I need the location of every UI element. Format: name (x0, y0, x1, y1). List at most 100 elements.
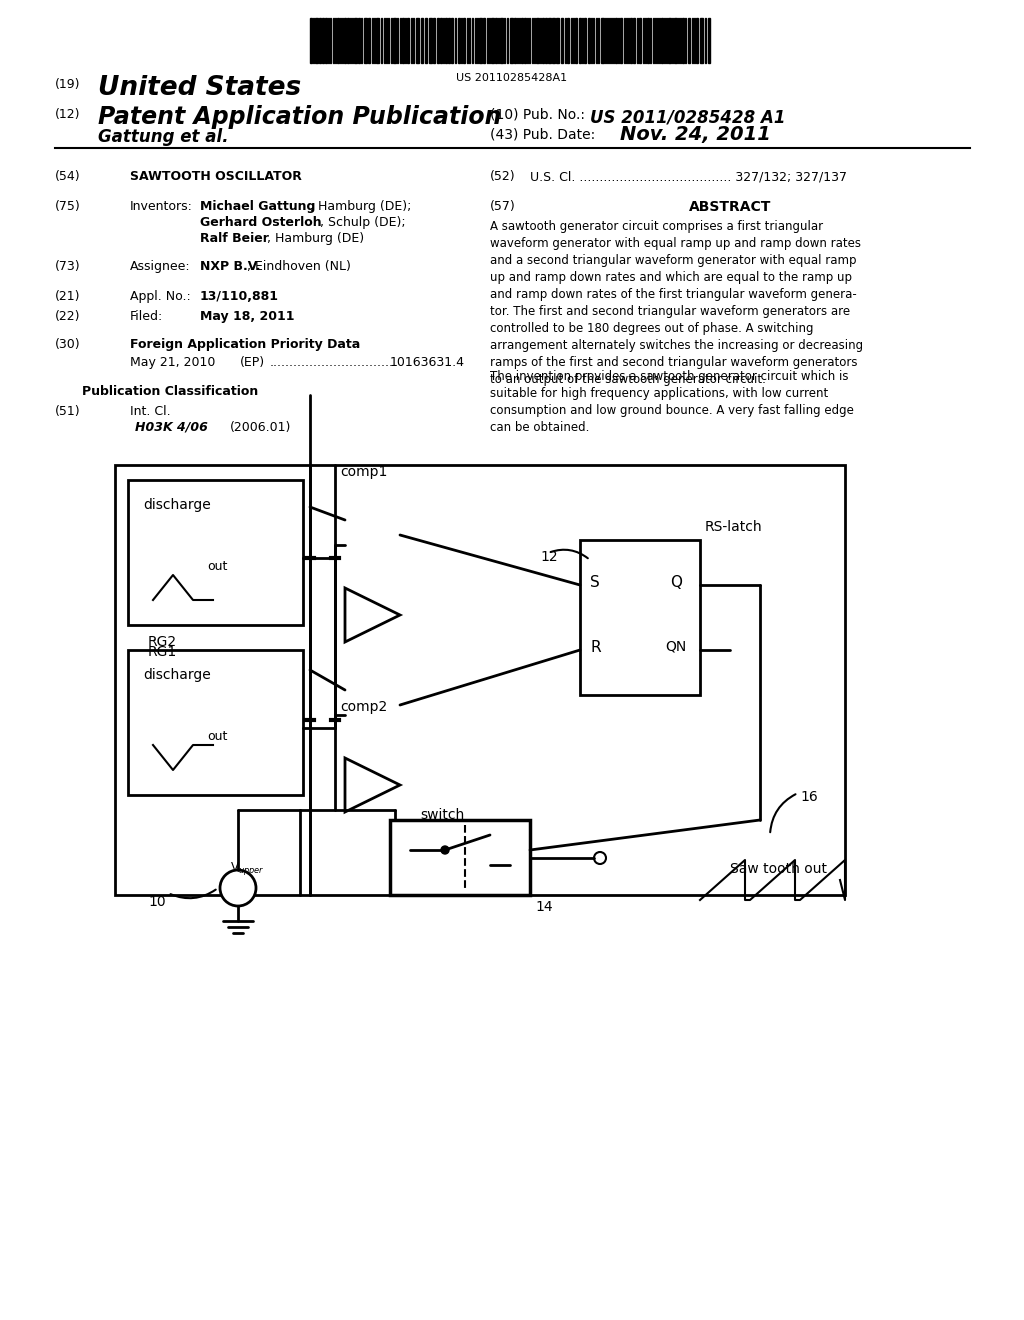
Bar (639, 18, 641, 63)
Bar (548, 18, 551, 63)
Bar (536, 18, 539, 63)
Bar (128, 649, 303, 795)
Text: (12): (12) (55, 108, 81, 121)
Text: 13/110,881: 13/110,881 (200, 290, 279, 304)
Circle shape (441, 846, 449, 854)
Bar (322, 18, 324, 63)
Polygon shape (345, 758, 400, 812)
Text: RG2: RG2 (148, 635, 177, 649)
Text: out: out (208, 730, 228, 743)
Text: Publication Classification: Publication Classification (82, 385, 258, 399)
Bar (368, 18, 370, 63)
Text: R: R (590, 640, 601, 655)
Text: RG1: RG1 (148, 645, 177, 659)
Text: NXP B.V.: NXP B.V. (200, 260, 260, 273)
Text: , Schulp (DE);: , Schulp (DE); (319, 216, 406, 228)
Text: SAWTOOTH OSCILLATOR: SAWTOOTH OSCILLATOR (130, 170, 302, 183)
Text: ................................: ................................ (270, 356, 398, 370)
Text: United States: United States (98, 75, 301, 102)
Bar (416, 18, 419, 63)
Bar (524, 18, 526, 63)
Text: (73): (73) (55, 260, 81, 273)
Bar (696, 18, 698, 63)
Text: (2006.01): (2006.01) (230, 421, 292, 434)
Text: (57): (57) (490, 201, 516, 213)
Bar (700, 18, 703, 63)
Bar (463, 18, 465, 63)
Text: comp1: comp1 (340, 465, 387, 479)
Bar (354, 18, 357, 63)
Text: , Hamburg (DE): , Hamburg (DE) (267, 232, 365, 246)
Bar (580, 540, 700, 696)
Text: (22): (22) (55, 310, 81, 323)
Text: 10: 10 (148, 895, 166, 909)
Bar (407, 18, 409, 63)
Bar (449, 18, 450, 63)
Text: Patent Application Publication: Patent Application Publication (98, 106, 502, 129)
Bar (347, 18, 349, 63)
Bar (674, 18, 677, 63)
Bar (458, 18, 460, 63)
Text: V$_{upper}$: V$_{upper}$ (230, 861, 264, 876)
Text: discharge: discharge (143, 498, 211, 512)
Bar (421, 18, 423, 63)
Bar (437, 18, 439, 63)
Bar (514, 18, 516, 63)
Text: RS-latch: RS-latch (705, 520, 763, 535)
Bar (575, 18, 577, 63)
Bar (510, 18, 513, 63)
Bar (579, 18, 581, 63)
Text: out: out (208, 560, 228, 573)
Bar (633, 18, 635, 63)
Text: Q: Q (670, 576, 682, 590)
Bar (337, 18, 339, 63)
Bar (495, 18, 497, 63)
Text: US 2011/0285428 A1: US 2011/0285428 A1 (590, 108, 785, 125)
Bar (708, 18, 710, 63)
Text: US 20110285428A1: US 20110285428A1 (457, 73, 567, 83)
Text: (19): (19) (55, 78, 81, 91)
Polygon shape (345, 587, 400, 642)
Bar (390, 820, 530, 895)
Bar (310, 18, 312, 63)
Bar (630, 18, 632, 63)
Bar (615, 18, 617, 63)
Text: 14: 14 (535, 900, 553, 913)
Bar (483, 18, 485, 63)
Bar (500, 18, 503, 63)
Text: Appl. No.:: Appl. No.: (130, 290, 190, 304)
Bar (647, 18, 649, 63)
Bar (425, 18, 427, 63)
Text: May 18, 2011: May 18, 2011 (200, 310, 295, 323)
Bar (445, 18, 447, 63)
Bar (433, 18, 435, 63)
Text: Int. Cl.: Int. Cl. (130, 405, 171, 418)
Bar (552, 18, 555, 63)
Text: U.S. Cl. ...................................... 327/132; 327/137: U.S. Cl. ...............................… (530, 170, 847, 183)
Text: (52): (52) (490, 170, 516, 183)
Text: Foreign Application Priority Data: Foreign Application Priority Data (130, 338, 360, 351)
Text: May 21, 2010: May 21, 2010 (130, 356, 215, 370)
Text: (43) Pub. Date:: (43) Pub. Date: (490, 128, 595, 143)
Text: Ralf Beier: Ralf Beier (200, 232, 269, 246)
Text: ABSTRACT: ABSTRACT (689, 201, 771, 214)
Bar (688, 18, 690, 63)
Bar (128, 480, 303, 624)
Text: Saw tooth out: Saw tooth out (730, 862, 827, 876)
Bar (451, 18, 453, 63)
Bar (662, 18, 663, 63)
Text: comp2: comp2 (340, 700, 387, 714)
Text: Assignee:: Assignee: (130, 260, 190, 273)
Bar (561, 18, 563, 63)
Bar (620, 18, 622, 63)
Bar (115, 465, 845, 895)
Text: , Eindhoven (NL): , Eindhoven (NL) (247, 260, 351, 273)
Text: A sawtooth generator circuit comprises a first triangular
waveform generator wit: A sawtooth generator circuit comprises a… (490, 220, 863, 385)
Text: QN: QN (665, 640, 686, 653)
Bar (325, 18, 327, 63)
Text: Inventors:: Inventors: (130, 201, 193, 213)
Text: 16: 16 (800, 789, 818, 804)
Bar (668, 18, 671, 63)
Bar (315, 18, 318, 63)
Text: Gattung et al.: Gattung et al. (98, 128, 228, 147)
